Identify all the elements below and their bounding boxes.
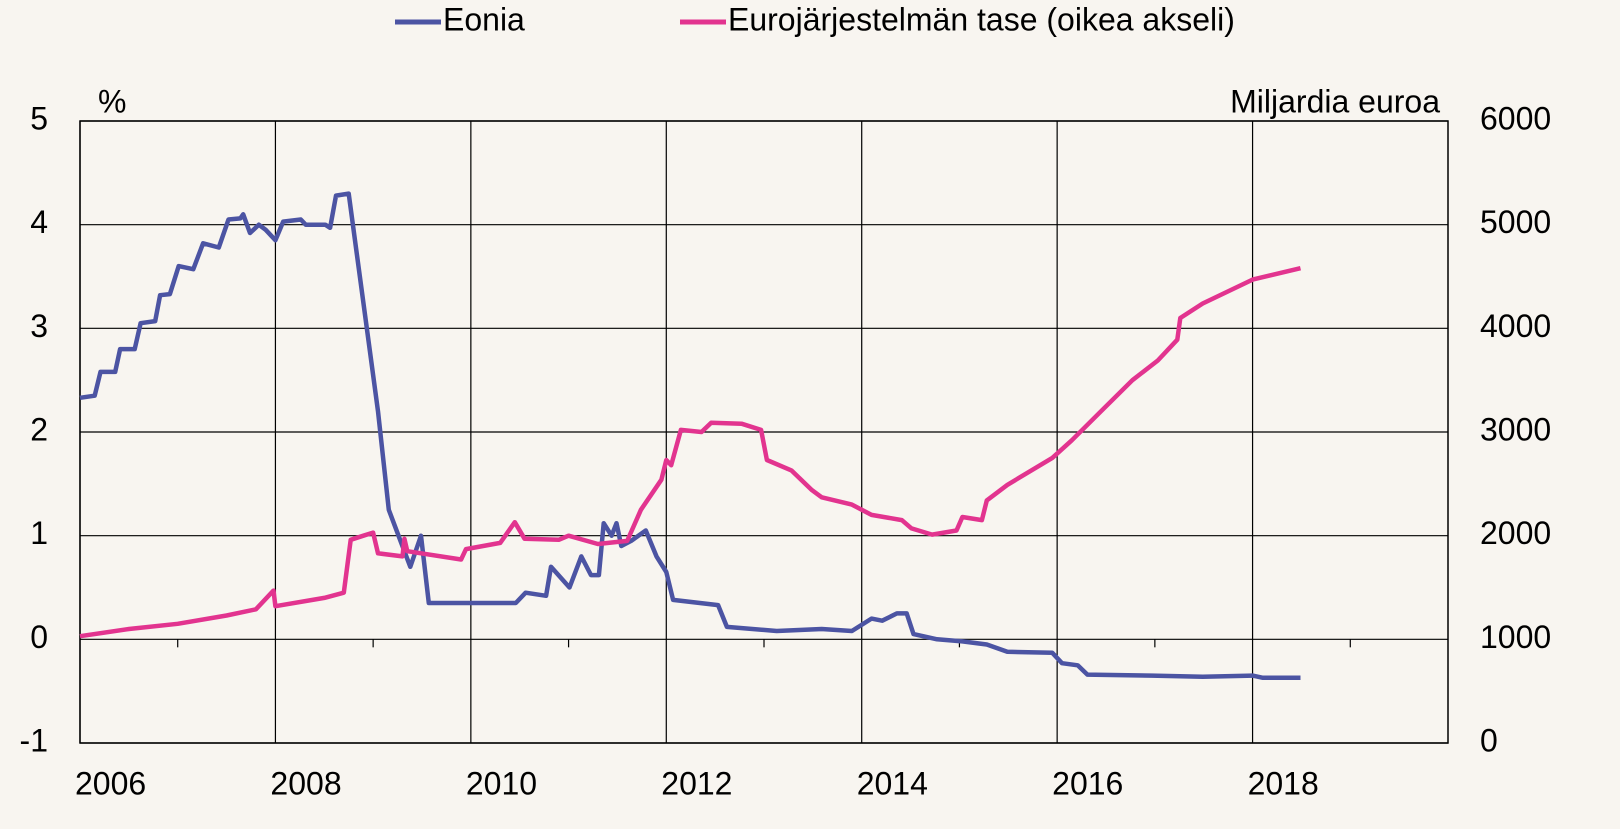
y-tick-label: 3 [30, 308, 48, 344]
legend-label: Eurojärjestelmän tase (oikea akseli) [728, 1, 1235, 37]
y2-tick-label: 4000 [1480, 308, 1551, 344]
y2-tick-label: 5000 [1480, 204, 1551, 240]
y-tick-label: 1 [30, 515, 48, 551]
y-tick-label: 4 [30, 204, 48, 240]
y2-tick-label: 1000 [1480, 619, 1551, 655]
y2-axis-label: Miljardia euroa [1230, 83, 1440, 119]
y-tick-label: -1 [20, 722, 48, 758]
y-tick-label: 5 [30, 100, 48, 136]
y2-tick-label: 2000 [1480, 515, 1551, 551]
x-tick-label: 2010 [466, 765, 537, 801]
y2-tick-label: 6000 [1480, 100, 1551, 136]
plot-border [79, 120, 1449, 744]
y-tick-label: 0 [30, 619, 48, 655]
x-tick-label: 2018 [1248, 765, 1319, 801]
x-tick-label: 2008 [270, 765, 341, 801]
x-tick-label: 2016 [1052, 765, 1123, 801]
legend-label: Eonia [443, 1, 525, 37]
x-tick-label: 2014 [857, 765, 928, 801]
series-line [79, 191, 1301, 680]
series-line [79, 266, 1302, 639]
y-tick-label: 2 [30, 411, 48, 447]
x-tick-label: 2006 [75, 765, 146, 801]
y-axis-label: % [98, 83, 126, 119]
y2-tick-label: 0 [1480, 722, 1498, 758]
y2-tick-label: 3000 [1480, 411, 1551, 447]
x-tick-label: 2012 [661, 765, 732, 801]
